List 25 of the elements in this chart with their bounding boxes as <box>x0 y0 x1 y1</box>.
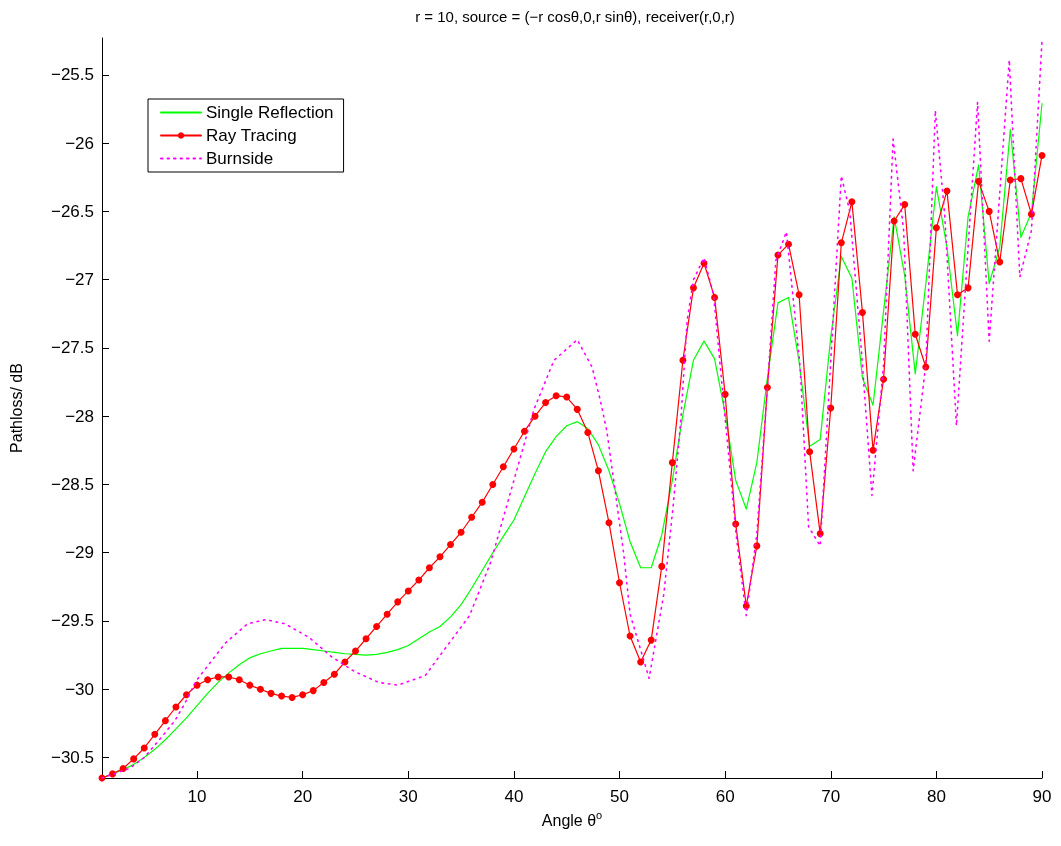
y-tick-label: −29 <box>65 543 94 563</box>
y-tick-label: −27.5 <box>50 338 94 358</box>
legend-label: Single Reflection <box>206 103 334 122</box>
x-tick-label: 10 <box>187 787 207 806</box>
y-tick-label: −28 <box>65 406 94 426</box>
y-tick-label: −26 <box>65 133 94 153</box>
y-tick-label: −26.5 <box>50 201 94 221</box>
x-tick-label: 70 <box>821 787 841 806</box>
legend-label: Ray Tracing <box>206 126 297 145</box>
y-tick-label: −29.5 <box>50 611 94 631</box>
chart-title: r = 10, source = (−r cosθ,0,r sinθ), receiver(r,0,r) <box>415 8 735 25</box>
y-tick-label: −30.5 <box>50 748 94 768</box>
x-tick-label: 90 <box>1032 787 1052 806</box>
y-tick-label: −27 <box>65 270 94 290</box>
x-tick-label: 80 <box>926 787 946 806</box>
x-tick-label: 50 <box>610 787 629 806</box>
x-tick-label: 60 <box>715 787 735 806</box>
y-tick-label: −30 <box>65 679 94 699</box>
x-tick-label: 20 <box>293 787 313 806</box>
y-tick-label: −25.5 <box>50 65 94 85</box>
y-tick-label: −28.5 <box>50 474 94 494</box>
legend-label: Burnside <box>206 149 274 168</box>
x-tick-label: 30 <box>398 787 418 806</box>
x-tick-label: 40 <box>504 787 524 806</box>
y-axis-title: Pathloss/ dB <box>7 363 25 453</box>
